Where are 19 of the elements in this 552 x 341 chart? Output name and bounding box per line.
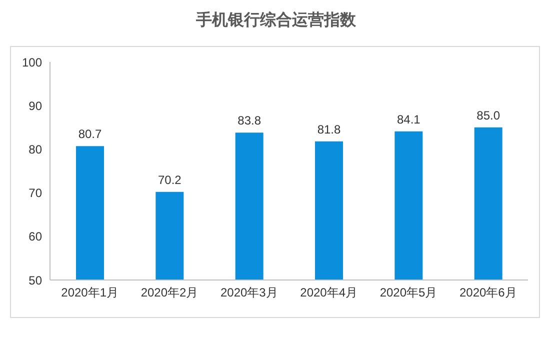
x-tick-label: 2020年2月 [140,286,198,300]
data-label: 80.7 [78,127,102,142]
y-tick-label: 100 [22,55,42,70]
data-label: 70.2 [158,172,182,187]
y-tick-label: 80 [28,142,42,156]
x-tick-label: 2020年5月 [380,286,438,300]
y-tick-label: 60 [28,230,42,244]
data-label: 84.1 [396,112,421,126]
data-label: 81.8 [317,122,341,136]
x-tick-label: 2020年3月 [220,286,278,300]
x-tick-label: 2020年6月 [459,286,517,300]
y-tick-label: 70 [28,186,42,200]
chart-title: 手机银行综合运营指数 [195,10,357,31]
y-tick-label: 50 [28,273,42,288]
data-label: 83.8 [238,114,262,128]
x-tick-label: 2020年4月 [300,286,358,300]
data-label: 85.0 [476,108,500,122]
y-tick-label: 90 [28,98,42,113]
x-tick-label: 2020年1月 [61,286,119,300]
